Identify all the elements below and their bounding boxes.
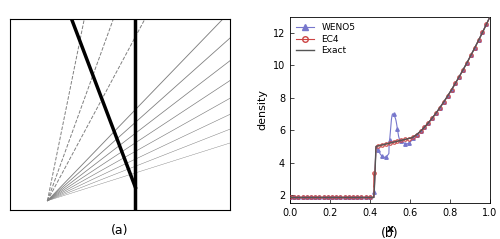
Legend: WENO5, EC4, Exact: WENO5, EC4, Exact [294,21,358,57]
Text: (a): (a) [111,224,129,237]
X-axis label: x: x [386,223,394,234]
Y-axis label: density: density [257,89,267,130]
Text: (b): (b) [381,227,399,239]
